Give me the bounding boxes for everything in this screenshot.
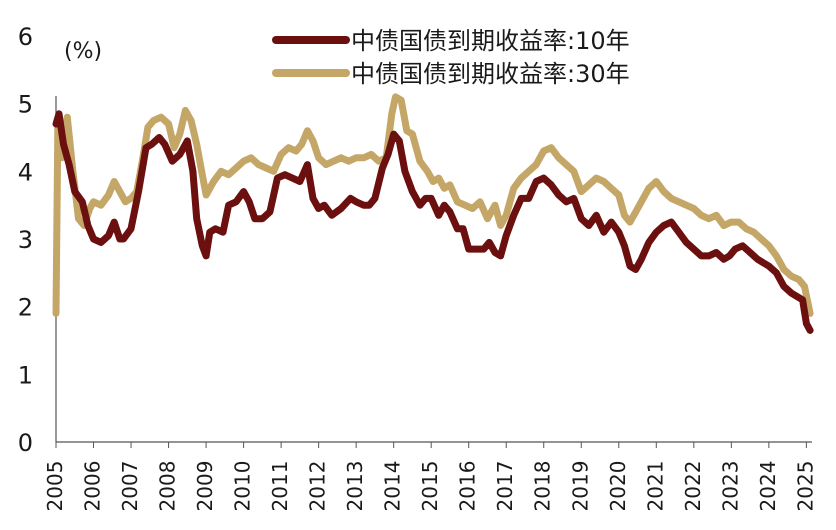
y-tick-label: 4 [18, 158, 33, 186]
x-tick-label: 2010 [231, 461, 255, 512]
x-tick-label: 2015 [418, 461, 442, 512]
legend-label: 中债国债到期收益率:10年 [351, 27, 630, 55]
x-tick-label: 2019 [568, 461, 592, 512]
x-tick-label: 2006 [81, 461, 105, 512]
y-tick-label: 3 [18, 226, 33, 254]
y-tick-label: 5 [18, 91, 33, 119]
x-tick-label: 2012 [306, 461, 330, 512]
y-axis: 0 1 2 3 4 5 6 [18, 23, 57, 457]
series-line-30y [52, 93, 814, 317]
x-tick-label: 2017 [493, 461, 517, 512]
x-tick-label: 2011 [268, 461, 292, 512]
y-tick-label: 2 [18, 294, 33, 322]
y-tick-label: 0 [18, 429, 33, 457]
x-tick-label: 2013 [343, 461, 367, 512]
x-tick-label: 2020 [606, 461, 630, 512]
x-tick-label: 2014 [381, 461, 405, 512]
series-line-10y [52, 110, 814, 334]
x-tick-label: 2024 [756, 461, 780, 512]
x-tick-label: 2007 [118, 461, 142, 512]
x-tick-label: 2018 [531, 461, 555, 512]
y-tick-label: 6 [18, 23, 33, 51]
x-tick-label: 2025 [793, 461, 817, 512]
x-tick-label: 2016 [456, 461, 480, 512]
x-axis: 2005 2006 2007 2008 2009 2010 2011 2012 2013 2014… [43, 441, 817, 512]
unit-label: (%) [64, 39, 102, 64]
x-tick-label: 2023 [718, 461, 742, 512]
y-tick-label: 1 [18, 361, 33, 389]
x-tick-label: 2022 [681, 461, 705, 512]
legend-label: 中债国债到期收益率:30年 [351, 60, 630, 88]
x-tick-label: 2008 [156, 461, 180, 512]
series-layer [52, 93, 814, 334]
x-tick-label: 2021 [643, 461, 667, 512]
x-tick-label: 2005 [43, 461, 67, 512]
x-tick-label: 2009 [193, 461, 217, 512]
